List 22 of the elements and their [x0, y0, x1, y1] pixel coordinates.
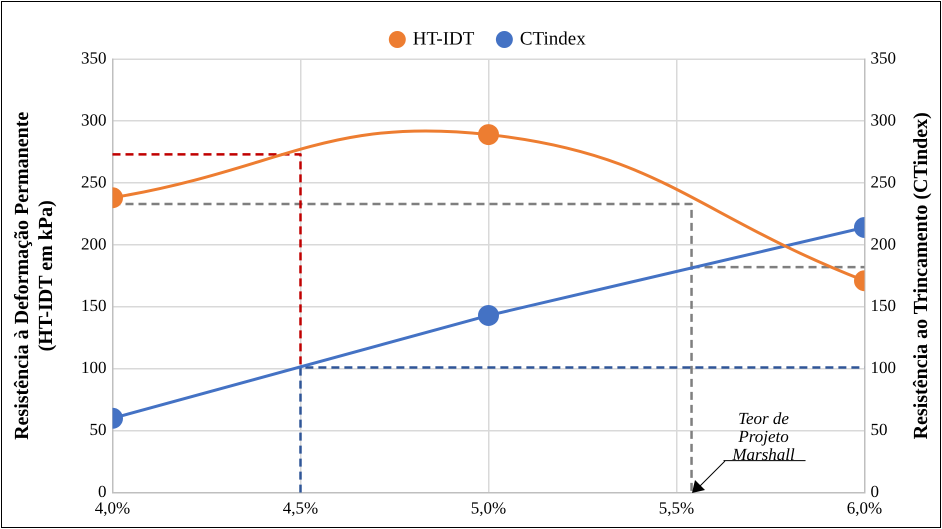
y-tick-label: 200	[81, 234, 106, 254]
legend-label: CTindex	[520, 28, 586, 50]
y2-tick-label: 50	[870, 420, 888, 440]
y2-axis-title: Resistência ao Trincamento (CTindex)	[910, 112, 932, 440]
x-tick-label: 5,0%	[470, 498, 506, 518]
y2-tick-label: 250	[870, 172, 896, 192]
annotation: Teor de Projeto Marshall	[731, 409, 795, 464]
y2-tick-label: 300	[870, 110, 896, 130]
y2-tick-label: 150	[870, 296, 896, 316]
x-tick-label: 4,5%	[282, 498, 318, 518]
y2-tick-label: 100	[870, 358, 896, 378]
x-tick-label: 5,5%	[658, 498, 694, 518]
y2-tick-label: 200	[870, 234, 896, 254]
legend-label: HT-IDT	[412, 28, 475, 50]
y-axis-title: Resistência à Deformação Permanente (HT-IDT em kPa)	[11, 112, 58, 440]
y-tick-label: 350	[81, 48, 106, 68]
y-tick-label: 300	[81, 110, 106, 130]
y-tick-label: 50	[90, 420, 106, 440]
y-tick-label: 100	[81, 358, 106, 378]
y-tick-label: 150	[81, 296, 106, 316]
y-tick-label: 250	[81, 172, 106, 192]
y2-tick-label: 350	[870, 48, 896, 68]
